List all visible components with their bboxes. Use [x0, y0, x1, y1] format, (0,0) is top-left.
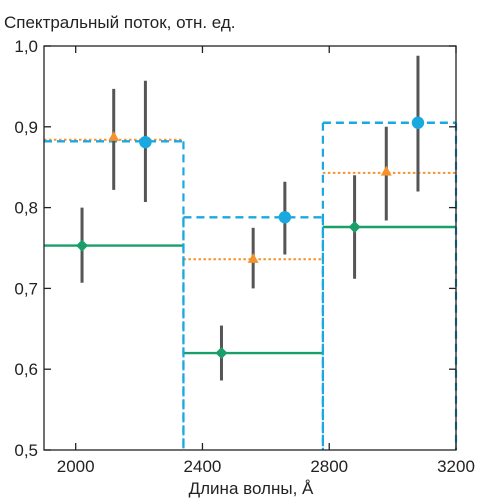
point-1-2 [380, 165, 392, 176]
y-tick-label-4: 0,9 [14, 118, 38, 137]
y-tick-label-3: 0,8 [14, 199, 38, 218]
point-2-2 [411, 116, 425, 129]
point-0-0 [76, 239, 89, 252]
axes: 0,5 0,6 0,7 0,8 0,9 1,0 2000 2400 2800 3200 [14, 37, 475, 476]
y-tick-label-1: 0,6 [14, 360, 38, 379]
x-tick-label-3: 3200 [437, 457, 475, 476]
point-0-2 [348, 220, 361, 233]
plot-area [44, 55, 458, 450]
point-2-1 [278, 211, 292, 224]
point-1-0 [108, 130, 120, 141]
y-tick-label-2: 0,7 [14, 279, 38, 298]
x-axis-title: Длина волны, Å [189, 479, 314, 498]
plot-frame [43, 45, 457, 451]
point-2-0 [139, 135, 152, 149]
y-tick-label-5: 1,0 [14, 37, 38, 56]
x-tick-label-0: 2000 [57, 457, 95, 476]
x-tick-label-2: 2800 [310, 457, 348, 476]
x-tick-label-1: 2400 [184, 457, 222, 476]
point-0-1 [215, 347, 228, 360]
y-tick-label-0: 0,5 [14, 441, 38, 460]
point-1-1 [247, 253, 259, 263]
y-axis-title: Спектральный поток, отн. ед. [4, 13, 236, 32]
